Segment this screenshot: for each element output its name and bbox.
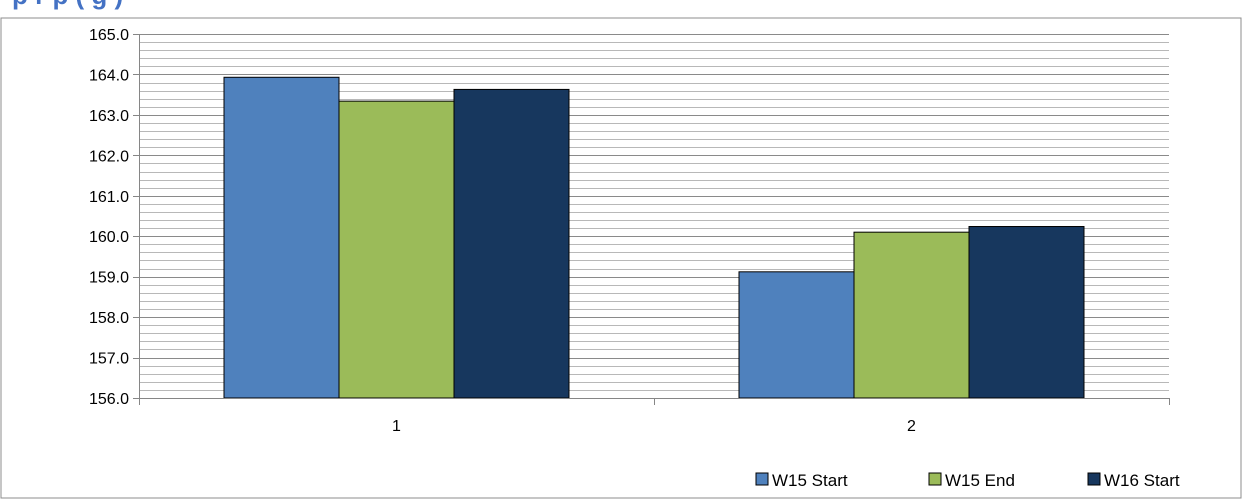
legend-label: W16 Start xyxy=(1104,471,1180,490)
y-tick-label: 163.0 xyxy=(89,108,129,125)
bars-group xyxy=(223,76,1085,399)
x-tick-label: 1 xyxy=(392,418,401,435)
y-tick-label: 165.0 xyxy=(89,27,129,44)
bar-w15-end-cat-2 xyxy=(853,231,970,399)
bar-w15-end-cat-1 xyxy=(338,100,455,399)
legend-label: W15 Start xyxy=(772,471,848,490)
y-tick-label: 158.0 xyxy=(89,310,129,327)
bar-w15-start-cat-1 xyxy=(223,76,340,399)
y-axis-tick-labels: 156.0 157.0 158.0 159.0 160.0 161.0 162.0 163.0… xyxy=(89,27,129,408)
y-tick-label: 164.0 xyxy=(89,67,129,84)
x-tick-label: 2 xyxy=(907,418,916,435)
y-tick-label: 159.0 xyxy=(89,270,129,287)
chart-title-fragment: p r p ( g ) xyxy=(12,0,123,10)
legend: W15 Start W15 End W16 Start xyxy=(755,471,1180,490)
bar-w15-start-cat-2 xyxy=(738,271,855,399)
bar-w16-start-cat-2 xyxy=(968,226,1085,399)
bar-w16-start-cat-1 xyxy=(453,88,570,399)
axes xyxy=(133,34,1170,405)
y-tick-label: 161.0 xyxy=(89,189,129,206)
legend-swatch xyxy=(755,472,769,486)
y-tick-label: 157.0 xyxy=(89,351,129,368)
y-tick-label: 162.0 xyxy=(89,148,129,165)
y-tick-label: 160.0 xyxy=(89,229,129,246)
legend-label: W15 End xyxy=(945,471,1015,490)
legend-swatch xyxy=(928,472,942,486)
y-tick-label: 156.0 xyxy=(89,391,129,408)
legend-swatch xyxy=(1087,472,1101,486)
